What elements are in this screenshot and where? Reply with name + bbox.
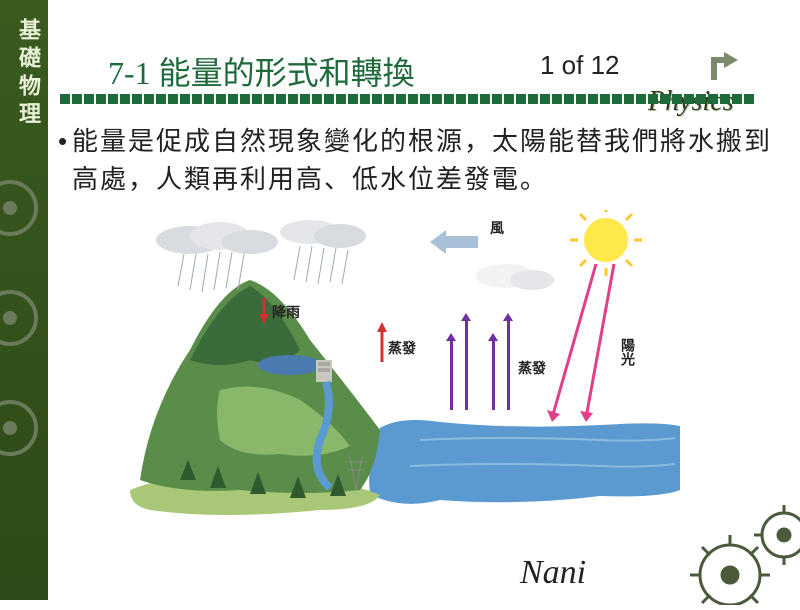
sidebar-title: 基礎物理 xyxy=(12,18,44,130)
section-title: 7-1 能量的形式和轉換 xyxy=(108,48,415,94)
divider xyxy=(60,94,760,104)
label-evap1: 蒸發 xyxy=(388,338,416,358)
sun-icon xyxy=(570,210,642,276)
body-content: 能量是促成自然現象變化的根源，太陽能替我們將水搬到高處，人類再利用高、低水位差發… xyxy=(72,126,772,194)
label-rain: 降雨 xyxy=(272,302,300,322)
body-text: • 能量是促成自然現象變化的根源，太陽能替我們將水搬到高處，人類再利用高、低水位… xyxy=(72,122,772,198)
evap-arrow-icon xyxy=(492,340,495,410)
label-sunlight: 陽光 xyxy=(618,338,638,366)
sidebar: 基礎物理 xyxy=(0,0,48,600)
gear-icon xyxy=(0,290,38,346)
cloud xyxy=(156,222,278,254)
cloud xyxy=(280,220,366,248)
bullet: • xyxy=(58,122,69,160)
wind-arrow-icon xyxy=(430,230,478,254)
label-wind: 風 xyxy=(490,218,504,238)
gear-icon xyxy=(0,400,38,456)
evap-arrow-icon xyxy=(450,340,453,410)
sun-rays xyxy=(547,264,614,422)
diagram-svg xyxy=(120,210,680,530)
page-indicator: 1 of 12 xyxy=(540,50,620,81)
label-evap2: 蒸發 xyxy=(518,358,546,378)
sea xyxy=(369,420,680,504)
signature: Nani xyxy=(520,554,586,592)
cloud xyxy=(476,264,554,290)
gear-icon xyxy=(0,180,38,236)
corner-gear-icon xyxy=(680,495,800,610)
water-cycle-diagram: 風 降雨 蒸發 蒸發 陽光 xyxy=(120,210,680,530)
rain xyxy=(178,246,348,292)
reservoir xyxy=(258,355,322,375)
evap-arrow-icon xyxy=(465,320,468,410)
nav-arrow-icon[interactable] xyxy=(706,46,746,86)
evap-arrow-icon xyxy=(507,320,510,410)
